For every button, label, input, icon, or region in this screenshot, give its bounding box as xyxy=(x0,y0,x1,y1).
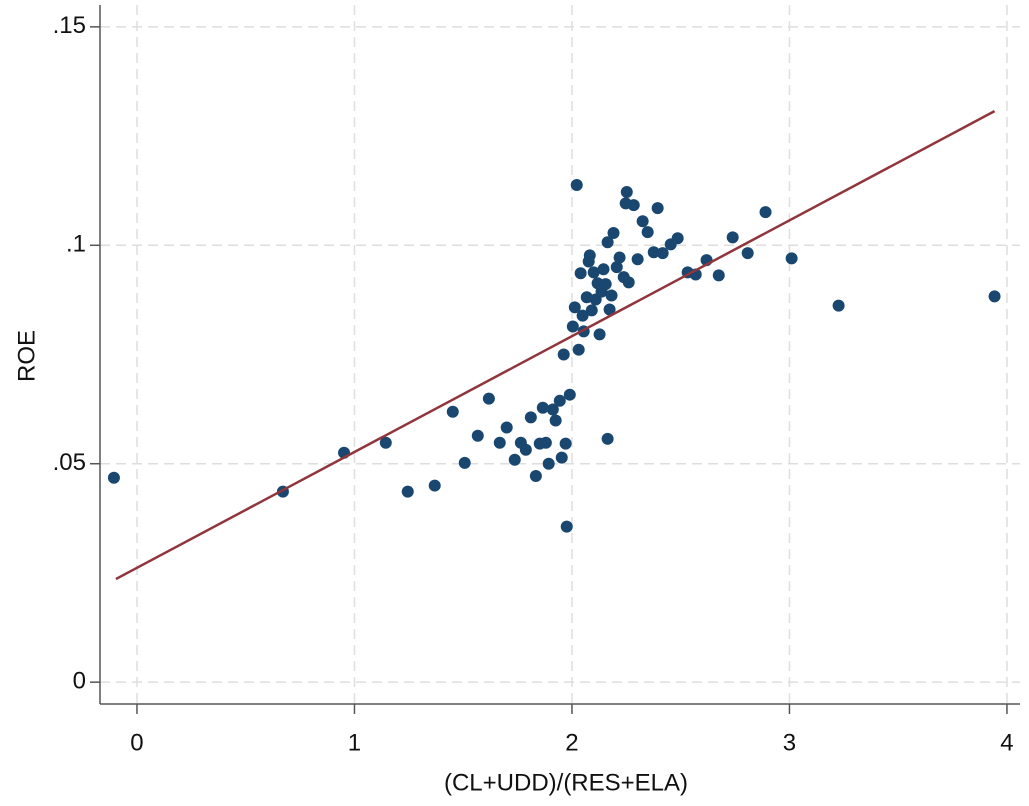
point xyxy=(482,392,495,405)
point xyxy=(568,301,581,314)
point xyxy=(726,231,739,244)
point xyxy=(671,232,684,245)
point xyxy=(656,247,669,260)
point xyxy=(493,436,506,449)
point xyxy=(500,421,513,434)
point xyxy=(832,299,845,312)
point xyxy=(741,247,754,260)
point xyxy=(401,485,414,498)
x-tick-label: 4 xyxy=(1000,729,1013,756)
point xyxy=(636,215,649,228)
point xyxy=(583,249,596,262)
point xyxy=(555,451,568,464)
point xyxy=(458,456,471,469)
point xyxy=(613,251,626,264)
x-tick-label: 1 xyxy=(348,729,361,756)
point xyxy=(379,436,392,449)
x-tick-label: 2 xyxy=(565,729,578,756)
point xyxy=(570,178,583,191)
point xyxy=(560,520,573,533)
point xyxy=(599,278,612,291)
point xyxy=(529,469,542,482)
y-tick-label: .05 xyxy=(53,449,86,476)
point xyxy=(546,403,559,416)
point xyxy=(557,348,570,361)
point xyxy=(566,320,579,333)
point xyxy=(428,479,441,492)
fit-line xyxy=(115,110,996,581)
point xyxy=(631,253,644,266)
point xyxy=(641,226,654,239)
x-axis-label: (CL+UDD)/(RES+ELA) xyxy=(444,769,688,796)
point xyxy=(563,388,576,401)
point xyxy=(524,411,537,424)
y-axis-label: ROE xyxy=(13,330,40,382)
point xyxy=(553,394,566,407)
point xyxy=(622,276,635,289)
x-tick-label: 3 xyxy=(783,729,796,756)
point xyxy=(576,309,589,322)
point xyxy=(610,261,623,274)
point xyxy=(647,246,660,259)
point xyxy=(651,202,664,215)
point xyxy=(539,436,552,449)
point xyxy=(785,252,798,265)
point xyxy=(536,401,549,414)
point xyxy=(593,328,606,341)
point xyxy=(549,414,562,427)
point xyxy=(607,227,620,240)
point xyxy=(603,303,616,316)
point xyxy=(446,405,459,418)
point xyxy=(107,471,120,484)
y-tick-label: .1 xyxy=(66,231,86,258)
point xyxy=(559,437,572,450)
point xyxy=(519,443,532,456)
point xyxy=(572,343,585,356)
y-tick-label: 0 xyxy=(73,668,86,695)
point xyxy=(471,429,484,442)
point xyxy=(601,236,614,249)
point xyxy=(574,267,587,280)
point xyxy=(601,432,614,445)
point xyxy=(597,263,610,276)
point xyxy=(627,199,640,212)
y-tick-label: .15 xyxy=(53,12,86,39)
point xyxy=(712,269,725,282)
point xyxy=(988,290,1001,303)
point xyxy=(587,266,600,279)
point xyxy=(542,457,555,470)
point xyxy=(605,289,618,302)
x-tick-label: 0 xyxy=(130,729,143,756)
point xyxy=(508,453,521,466)
point xyxy=(620,185,633,198)
point xyxy=(585,304,598,317)
point xyxy=(759,206,772,219)
